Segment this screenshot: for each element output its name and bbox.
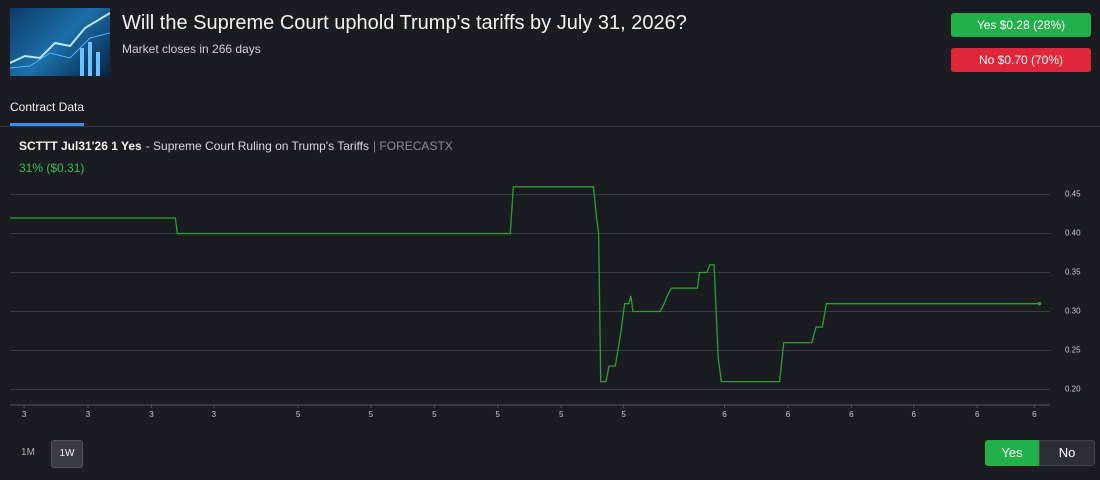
x-tick-label: 5 [496,410,501,419]
market-image [10,8,110,76]
market-subtitle: Market closes in 266 days [122,42,261,56]
x-tick-label: 5 [369,410,374,419]
toggle-no[interactable]: No [1039,440,1095,466]
x-tick-label: 6 [849,410,854,419]
toggle-yes[interactable]: Yes [985,440,1039,466]
range-button[interactable]: 1M [21,447,35,458]
x-tick-label: 3 [22,410,27,419]
x-tick-label: 5 [621,410,626,419]
market-title: Will the Supreme Court uphold Trump's ta… [122,12,687,34]
contract-source: | FORECASTX [372,139,453,153]
x-tick-label: 6 [912,410,917,419]
range-button[interactable]: 1W [51,440,83,468]
image-art [10,12,110,76]
x-tick-label: 6 [975,410,980,419]
y-tick-label: 0.35 [1065,268,1081,277]
buy-no-button[interactable]: No $0.70 (70%) [951,48,1091,72]
x-tick-label: 6 [786,410,791,419]
y-tick-label: 0.25 [1065,346,1081,355]
buy-yes-button[interactable]: Yes $0.28 (28%) [951,13,1091,37]
x-tick-label: 6 [722,410,727,419]
x-tick-label: 5 [296,410,301,419]
x-tick-label: 3 [86,410,91,419]
x-tick-label: 5 [432,410,437,419]
divider [0,126,1100,127]
y-tick-label: 0.40 [1065,229,1081,238]
contract-code: SCTTT Jul31'26 1 Yes [19,139,142,153]
x-tick-label: 6 [1032,410,1037,419]
contract-label: SCTTT Jul31'26 1 Yes - Supreme Court Ruli… [19,139,453,153]
last-point [1037,301,1042,306]
current-price: 31% ($0.31) [19,161,85,175]
price-line [10,186,1040,383]
chart: 0.20 0.25 0.30 0.35 0.40 0.45 3 3 3 3 5 5 5 5 5 5 6 6 6 6 6 6 [10,186,1081,419]
y-tick-label: 0.30 [1065,307,1081,316]
contract-name: - Supreme Court Ruling on Trump's Tariff… [145,139,369,153]
x-tick-label: 3 [149,410,154,419]
x-tick-label: 5 [559,410,564,419]
tab[interactable]: Contract Data [10,100,85,126]
y-tick-label: 0.20 [1065,385,1081,394]
y-tick-label: 0.45 [1065,190,1081,199]
x-tick-label: 3 [212,410,217,419]
